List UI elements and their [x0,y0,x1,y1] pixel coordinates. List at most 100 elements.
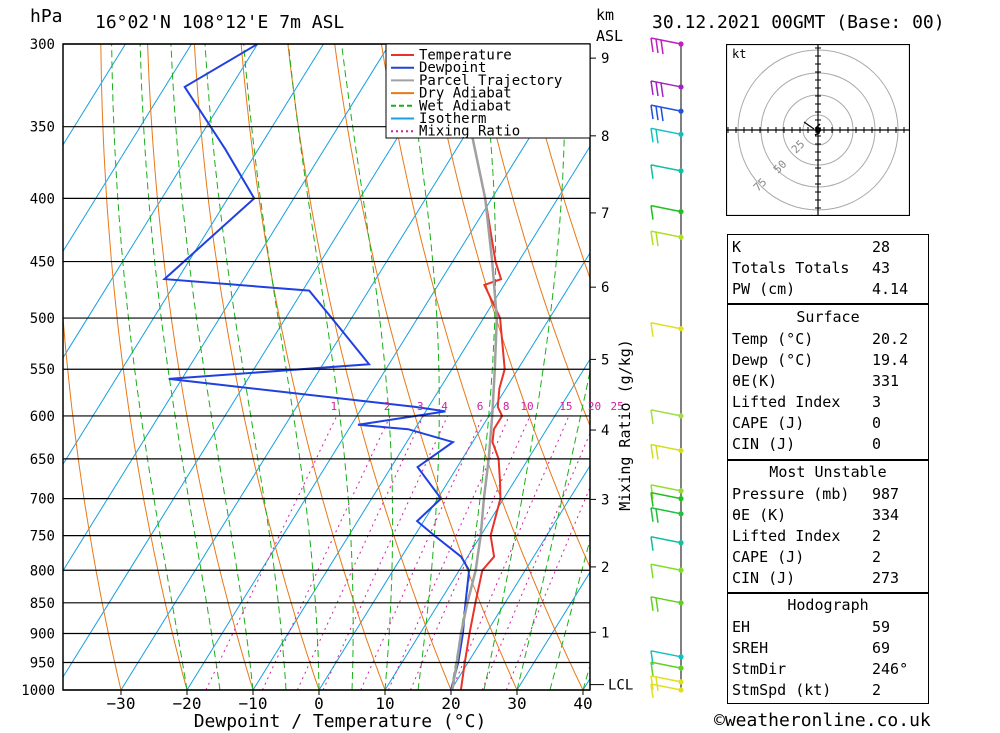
isotherm-line [516,571,590,690]
km-tick-label: 2 [601,560,609,576]
wind-barb [650,409,682,425]
hodograph-center [815,127,821,133]
mixing-ratio-line [451,415,570,690]
pressure-tick-label: 800 [30,563,55,579]
wind-barb-flag [650,536,654,551]
mixing-ratio-line [322,415,449,690]
wind-barb-flag [655,676,659,691]
pressure-tick-label: 400 [30,191,55,207]
pressure-tick-label: 550 [30,362,55,378]
x-tick-label: 10 [375,694,394,713]
wind-barb-staff [650,661,682,669]
wind-barb-staff [650,683,682,691]
wind-barb-flag [650,492,654,507]
wind-barb-staff [650,80,682,88]
pressure-tick-label: 950 [30,655,55,671]
wind-barb [650,127,682,144]
wind-barb-staff [650,491,682,500]
wind-barb-flag [650,675,654,690]
dry-adiabat-line [287,44,452,690]
wind-barb [650,661,682,677]
wind-barb [650,104,682,122]
wind-barb [650,37,682,55]
mixing-ratio-line [205,415,338,690]
pressure-tick-label: 450 [30,255,55,271]
mixing-ratio-line [387,415,510,690]
wet-adiabat-line [549,537,590,690]
legend-label: Mixing Ratio [419,124,520,140]
wind-profile [650,37,684,699]
wind-barb-staff [650,507,682,515]
wind-barb-staff [650,204,682,213]
wind-barb-flag [650,80,654,96]
wind-barb [650,675,682,691]
dry-adiabat-line [100,44,188,690]
wind-barb [650,491,682,507]
wind-barb-staff [650,563,682,572]
wind-barb-staff [650,650,682,658]
pressure-tick-label: 850 [30,596,55,612]
index-row: PW (cm) 4.14 [732,279,909,298]
wind-barb-flag [655,129,659,144]
wind-barb-staff [650,443,682,452]
wind-barb-staff [650,127,682,136]
pressure-tick-label: 750 [30,529,55,545]
wind-barb-flag [660,39,664,55]
dry-adiabat-line [334,44,518,690]
dewpoint-profile [162,44,471,690]
skew-t-chart: 1 2 3 4 6 8 10 15 20 2530035040045050055060065070… [21,37,634,732]
wind-barb-flag [650,409,654,425]
index-row: K 28 [732,237,891,256]
dry-adiabat-line [63,312,122,690]
mixing-ratio-label: 15 [559,400,572,413]
wet-adiabat-line [204,44,287,690]
wind-barb-flag [650,683,654,699]
mixing-ratio-line [261,415,391,690]
wind-barb-flag [660,82,664,98]
km-tick-label: 6 [601,280,609,296]
isotherm-line [63,44,258,359]
station-location: 16°02'N 108°12'E 7m ASL [95,12,345,33]
wind-barb-staff [650,409,682,417]
x-tick-label: −30 [107,694,136,713]
wind-barb-flag [650,564,654,579]
credit-link[interactable]: ©weatheronline.co.uk [714,710,931,731]
legend-label: Isotherm [419,111,486,127]
wind-barb-flag [660,107,664,122]
wind-barb-flag [650,231,654,246]
x-tick-label: 20 [441,694,460,713]
surface-title: Surface [796,308,860,326]
temperature-profile [459,44,506,690]
pressure-tick-label: 300 [30,37,55,53]
dry-adiabat-line [521,44,590,280]
wind-barb-staff [650,321,682,330]
indices-top-box: K 28 Totals Totals 43 PW (cm) 4.14 [727,234,929,304]
pressure-tick-label: 650 [30,452,55,468]
wind-barb-flag [655,38,659,54]
wind-barb-flag [650,164,654,179]
mixing-ratio-label: 20 [588,400,601,413]
km-label: km [596,6,615,24]
isotherm-line [63,44,456,679]
mixing-ratio-label: 4 [441,400,448,413]
wind-barb-flag [655,81,659,97]
wind-barb [650,596,682,612]
wind-barb-staff [650,164,682,172]
wind-barb-staff [650,484,682,492]
wind-barb-staff [650,596,682,604]
wind-barb-flag [650,322,654,337]
hodograph-indices-table: EH 59 SREH 69 StmDir 246° StmSpd (kt) 2 [732,617,909,699]
wind-barb-staff [650,675,682,683]
isotherm-line [63,44,192,253]
dry-adiabat-line [380,44,584,690]
wind-barb-flag [650,105,654,120]
mixing-ratio-label: 8 [503,400,510,413]
storm-motion-arrow [803,121,815,130]
mixing-ratio-line [360,415,484,690]
wind-barb-flag [650,205,654,220]
isotherm-line [252,145,590,690]
pressure-tick-label: 900 [30,626,55,642]
wind-barb-flag [650,37,654,53]
